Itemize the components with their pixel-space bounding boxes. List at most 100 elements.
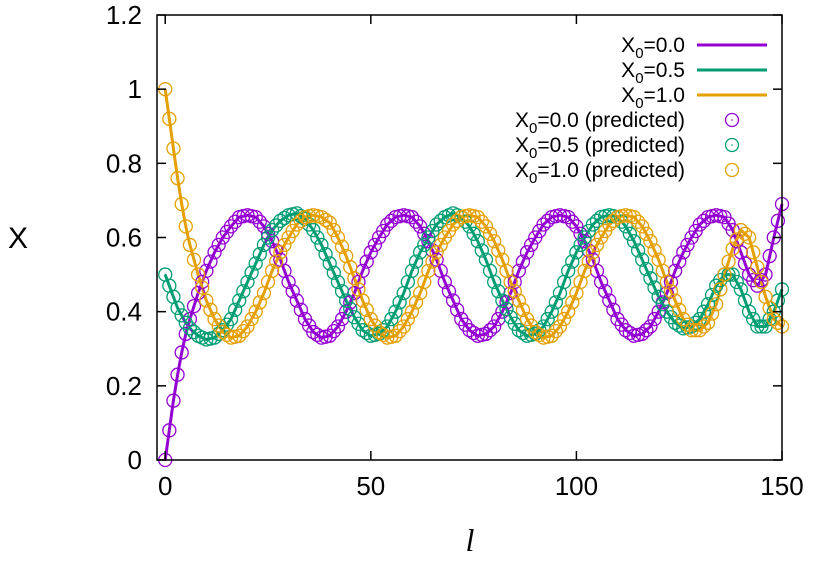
predicted-point-dot: [485, 225, 487, 228]
predicted-point-dot: [209, 260, 212, 263]
predicted-point: [700, 315, 716, 330]
predicted-point: [281, 274, 296, 290]
predicted-point-dot: [645, 232, 648, 235]
predicted-point: [211, 237, 226, 253]
predicted-point-dot: [300, 309, 302, 311]
predicted-point-dot: [246, 325, 249, 328]
predicted-point-dot: [435, 251, 438, 254]
predicted-point-dot: [267, 236, 269, 239]
predicted-point-dot: [226, 334, 228, 336]
predicted-point: [314, 209, 329, 225]
predicted-point: [602, 293, 617, 308]
predicted-point-dot: [530, 244, 532, 246]
predicted-point-dot: [731, 273, 734, 276]
plot-markers: [158, 82, 790, 468]
predicted-point-dot: [518, 299, 520, 302]
predicted-point-dot: [197, 273, 199, 276]
predicted-point-dot: [575, 292, 578, 294]
legend: X0=0.0X0=0.5X0=1.0X0=0.0 (predicted)X0=0…: [515, 34, 767, 187]
predicted-point-dot: [254, 262, 257, 265]
predicted-point: [252, 247, 267, 262]
predicted-point: [441, 284, 457, 299]
predicted-point-dot: [304, 216, 306, 218]
predicted-point: [417, 226, 432, 241]
predicted-point: [511, 293, 526, 308]
predicted-point-dot: [402, 325, 405, 328]
predicted-point: [318, 212, 333, 228]
predicted-point-dot: [649, 277, 652, 280]
predicted-point-dot: [686, 244, 689, 246]
predicted-point: [462, 219, 477, 234]
legend-marker-sample: [724, 137, 740, 153]
predicted-point-dot: [641, 225, 643, 228]
predicted-point-dot: [715, 303, 718, 306]
predicted-point-dot: [571, 301, 574, 304]
predicted-point-dot: [735, 281, 738, 283]
predicted-point-dot: [674, 270, 676, 272]
predicted-point-dot: [707, 216, 709, 218]
predicted-point-dot: [316, 334, 319, 336]
predicted-point: [639, 323, 654, 338]
predicted-point-dot: [600, 281, 602, 283]
predicted-point-dot: [287, 214, 290, 217]
predicted-point: [746, 311, 761, 327]
predicted-point: [622, 226, 638, 241]
predicted-point-dot: [328, 221, 331, 224]
predicted-point: [445, 217, 461, 232]
predicted-point-dot: [209, 337, 212, 340]
predicted-point: [676, 245, 691, 260]
predicted-point-dot: [472, 232, 475, 235]
predicted-point-dot: [707, 321, 709, 324]
predicted-point-dot: [493, 325, 495, 328]
predicted-point: [487, 319, 502, 334]
predicted-point: [491, 284, 506, 299]
predicted-point: [519, 245, 535, 260]
predicted-point-dot: [448, 290, 450, 293]
predicted-point: [593, 274, 609, 290]
legend-marker-dot: [731, 144, 733, 146]
predicted-point: [602, 217, 617, 232]
predicted-point-dot: [731, 247, 734, 250]
predicted-point: [643, 319, 658, 334]
predicted-point: [573, 237, 588, 253]
predicted-point-dot: [205, 270, 208, 272]
legend-marker-dot: [731, 169, 733, 171]
predicted-point-dot: [320, 336, 323, 339]
predicted-point-dot: [419, 251, 421, 254]
predicted-point-dot: [559, 292, 561, 294]
predicted-point: [174, 345, 189, 360]
predicted-point-dot: [657, 310, 660, 313]
predicted-point-dot: [559, 214, 561, 217]
predicted-point-dot: [242, 290, 245, 293]
predicted-point-dot: [333, 271, 335, 274]
predicted-point-dot: [180, 314, 183, 317]
predicted-point-dot: [657, 258, 660, 261]
predicted-point-dot: [230, 336, 232, 339]
predicted-point-dot: [324, 335, 327, 338]
predicted-point-dot: [271, 270, 273, 272]
predicted-point: [729, 274, 744, 290]
predicted-point: [273, 213, 288, 228]
predicted-point: [487, 274, 502, 290]
predicted-point: [273, 245, 288, 260]
predicted-point-dot: [518, 329, 520, 332]
predicted-point: [240, 274, 255, 290]
predicted-point: [667, 263, 683, 279]
predicted-point: [413, 245, 428, 260]
predicted-point-dot: [711, 215, 713, 217]
predicted-point-dot: [476, 240, 479, 243]
predicted-point-dot: [522, 260, 524, 263]
predicted-point-dot: [633, 240, 635, 243]
predicted-point-dot: [534, 331, 537, 333]
predicted-point-dot: [250, 215, 253, 217]
predicted-point-dot: [246, 281, 249, 283]
predicted-point-dot: [365, 309, 368, 311]
predicted-point-dot: [608, 299, 611, 302]
predicted-point-dot: [444, 281, 446, 283]
predicted-point: [178, 219, 193, 234]
predicted-point-dot: [666, 292, 668, 294]
predicted-point-dot: [316, 236, 319, 239]
predicted-point-dot: [670, 281, 672, 283]
predicted-point-dot: [390, 318, 393, 320]
predicted-point-dot: [777, 220, 779, 222]
